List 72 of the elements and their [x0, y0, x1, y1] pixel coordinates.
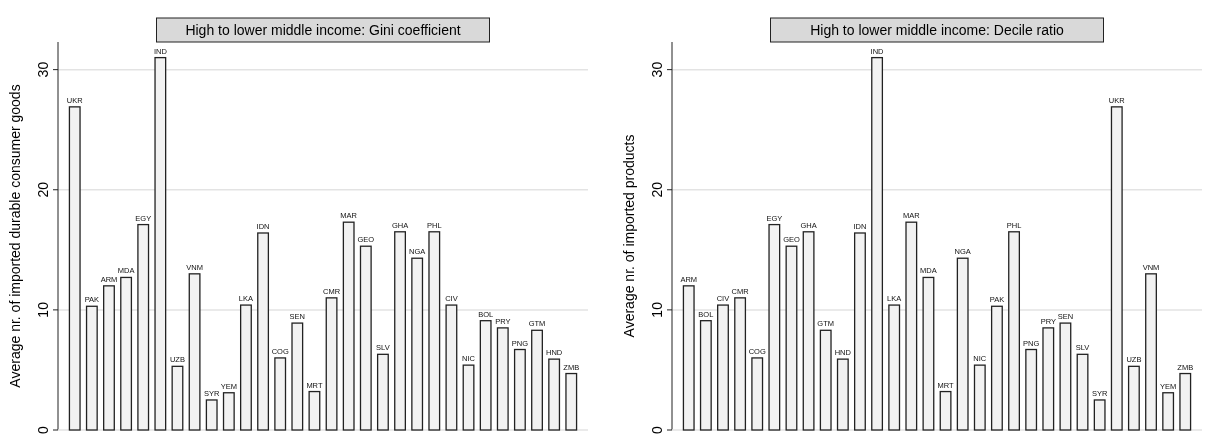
- bar: [479, 320, 492, 431]
- bar: [1059, 322, 1072, 431]
- bar: [154, 56, 167, 431]
- chart-title: High to lower middle income: Decile ratio: [810, 22, 1065, 38]
- bar: [513, 348, 526, 431]
- y-tick-label: 20: [649, 181, 665, 198]
- bar: [411, 257, 424, 431]
- bar: [836, 358, 849, 431]
- bar: [188, 273, 201, 431]
- y-axis-title: Average nr. of imported durable consumer goods: [7, 84, 23, 388]
- bar: [922, 276, 935, 431]
- bar: [751, 357, 764, 431]
- bar: [565, 372, 578, 431]
- bar: [1110, 106, 1123, 431]
- bar: [717, 304, 729, 431]
- bar: [768, 223, 781, 431]
- bar: [888, 304, 901, 431]
- bar: [462, 364, 475, 431]
- bar: [531, 329, 543, 431]
- bar: [548, 358, 561, 431]
- bar: [103, 285, 115, 431]
- bar: [274, 357, 287, 431]
- bar: [445, 304, 458, 431]
- y-tick-label: 10: [649, 301, 665, 318]
- bar: [802, 231, 815, 431]
- bar: [905, 221, 918, 431]
- bar: [376, 353, 389, 431]
- bar: [1042, 327, 1055, 431]
- bar: [137, 223, 150, 431]
- bar: [308, 390, 321, 431]
- bar: [171, 365, 184, 431]
- y-tick-label: 30: [649, 61, 665, 78]
- bar: [359, 245, 372, 431]
- bar: [394, 231, 407, 431]
- y-tick-label: 30: [35, 61, 51, 78]
- chart-title: High to lower middle income: Gini coefficient: [185, 22, 461, 38]
- bar: [496, 327, 509, 431]
- bar: [325, 297, 338, 431]
- bar: [291, 322, 304, 431]
- bar: [68, 106, 81, 431]
- bar: [990, 305, 1003, 431]
- bar: [734, 297, 747, 431]
- bar: [1025, 348, 1038, 431]
- y-axis-title: Average nr. of imported products: [621, 134, 637, 338]
- bar: [1093, 399, 1106, 431]
- bar: [939, 390, 952, 431]
- bar: [1127, 365, 1140, 431]
- bar: [1179, 372, 1192, 431]
- bar: [785, 245, 798, 431]
- bar: [205, 399, 218, 431]
- bar: [1162, 392, 1175, 431]
- bar: [257, 232, 270, 431]
- bar: [120, 276, 133, 431]
- bar: [699, 320, 712, 431]
- y-tick-label: 20: [35, 181, 51, 198]
- bar: [1076, 353, 1089, 431]
- bar: [1145, 273, 1157, 431]
- y-tick-label: 0: [35, 425, 51, 434]
- bar: [428, 231, 441, 431]
- bar: [973, 364, 986, 431]
- bar: [682, 285, 695, 431]
- bar: [819, 329, 832, 431]
- bar: [239, 304, 252, 431]
- bar: [342, 221, 355, 431]
- y-tick-label: 0: [649, 425, 665, 434]
- y-tick-label: 10: [35, 301, 51, 318]
- bar: [222, 392, 235, 431]
- bar: [871, 56, 884, 431]
- bar: [85, 305, 98, 431]
- bar: [853, 232, 866, 431]
- bar: [1008, 231, 1021, 431]
- bar: [956, 257, 969, 431]
